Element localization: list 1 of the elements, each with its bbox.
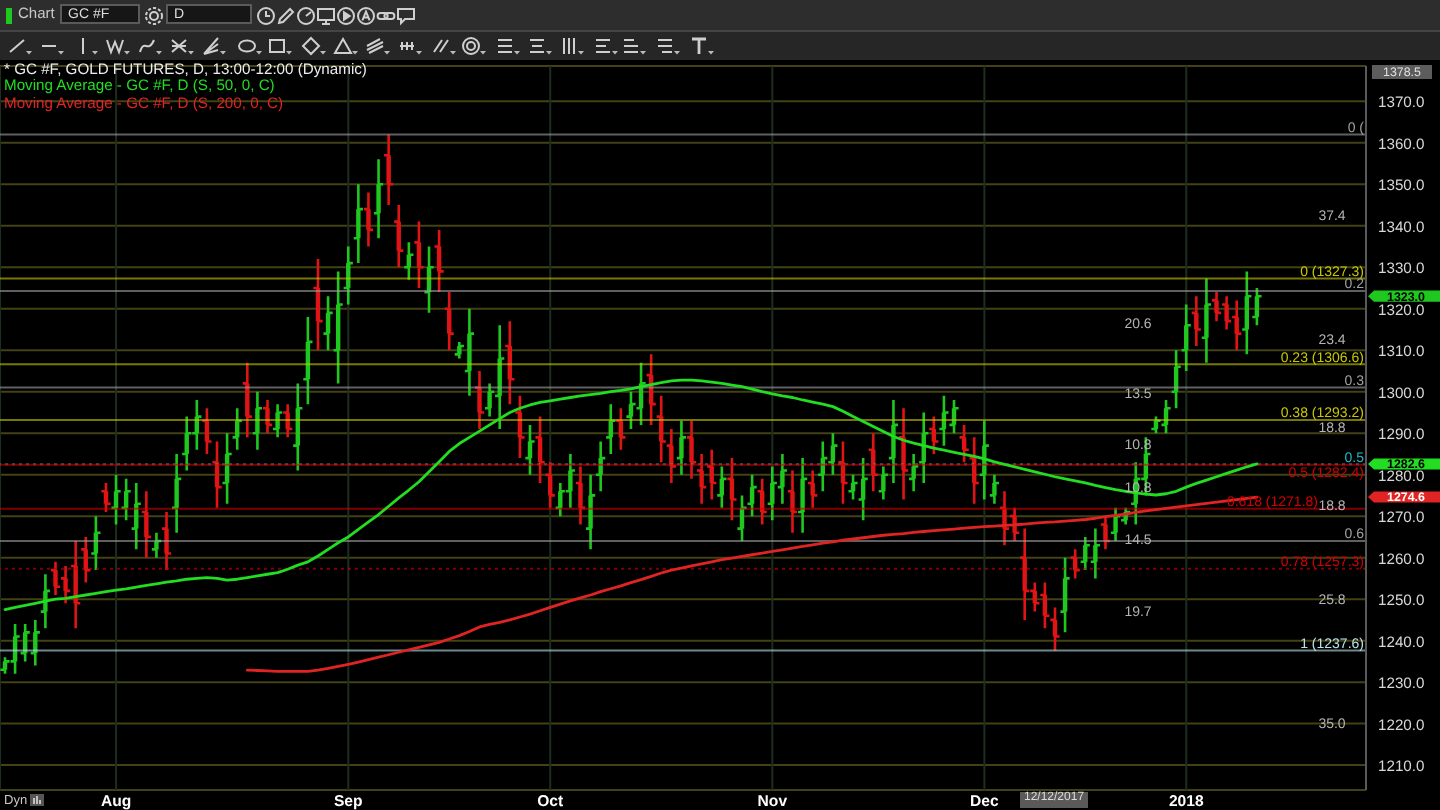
line-series bbox=[245, 495, 1259, 673]
